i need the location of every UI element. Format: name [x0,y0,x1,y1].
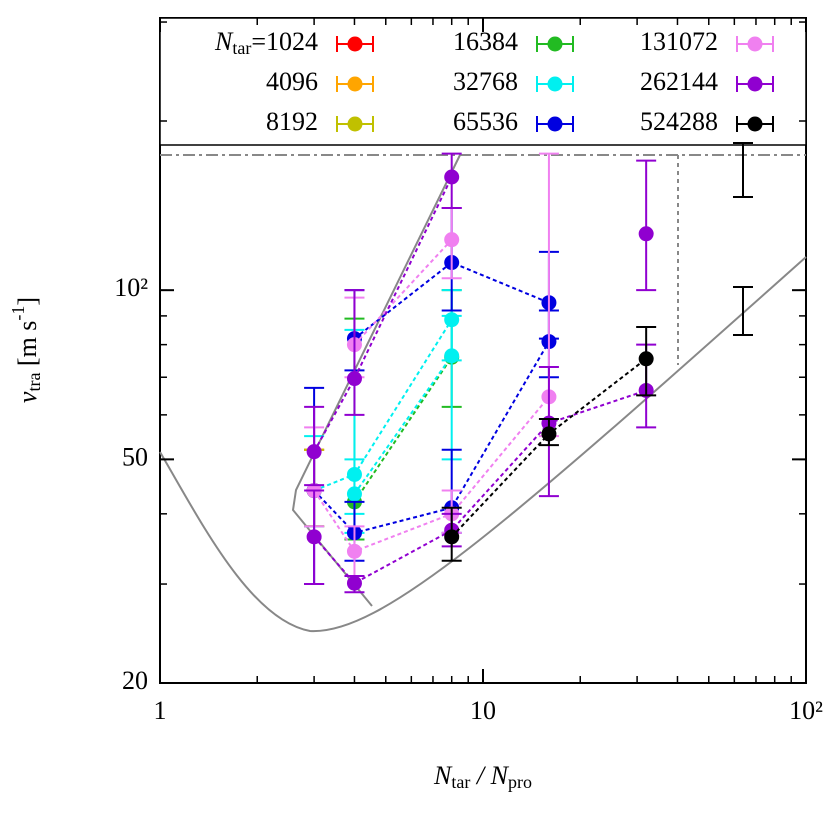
legend-label: 32768 [453,67,518,96]
y-axis-label: vtra [m s-1] [8,297,44,403]
model-curve [159,256,807,633]
legend-swatch [747,76,763,92]
x-tick-label: 1 [154,696,167,725]
error-bar [733,142,753,336]
data-point [638,351,654,367]
data-point [346,371,362,387]
legend-name: 16384 [453,27,518,56]
legend-name: 8192 [266,107,318,136]
legend-label: Ntar=1024 [214,27,318,58]
data-point [444,348,460,364]
data-point [346,575,362,591]
legend-name: 65536 [453,107,518,136]
legend-label: 524288 [640,107,718,136]
data-point [306,444,322,460]
legend-label: 8192 [266,107,318,136]
data-point [444,169,460,185]
data-point [346,486,362,502]
label-part: tra [24,373,44,392]
x-axis-label: Ntar / Npro [433,761,532,792]
series-line [313,261,550,534]
x-tick-label: 10² [789,696,823,725]
legend-swatch [347,76,363,92]
legend-swatch [547,116,563,132]
legend-name: 4096 [266,67,318,96]
data-point [346,543,362,559]
x-tick-label: 10 [470,696,496,725]
data-point [638,226,654,242]
series-line [313,238,550,553]
legend-name: 131072 [640,27,718,56]
series-line [313,176,647,585]
label-part: pro [508,772,532,792]
legend-swatch [547,76,563,92]
error-bar [441,314,462,461]
label-part: tar [451,772,470,792]
legend-label: 262144 [640,67,718,96]
legend-swatch [747,36,763,52]
data-point [444,529,460,545]
legend-prefix: N [214,27,234,56]
data-point [444,232,460,248]
legend-name: 262144 [640,67,718,96]
label-part: N [433,761,453,790]
error-bar [636,159,657,292]
y-tick-label: 10² [114,273,148,302]
legend-swatch [347,36,363,52]
label-part: [m s [13,321,42,373]
legend-name: 32768 [453,67,518,96]
legend-swatch [347,116,363,132]
label-part: ] [13,297,42,306]
legend-swatch [747,116,763,132]
data-point [541,426,557,442]
legend-label: 131072 [640,27,718,56]
series-line [313,319,453,495]
legend-name: 524288 [640,107,718,136]
data-point [306,529,322,545]
label-part: -1 [8,306,28,321]
legend-swatch [547,36,563,52]
legend-label: 4096 [266,67,318,96]
legend-name: 1024 [266,27,318,56]
label-part: v [13,391,42,403]
series-line [353,356,453,503]
y-tick-label: 20 [122,666,148,695]
legend-label: 16384 [453,27,518,56]
y-tick-label: 50 [122,442,148,471]
legend-label: 65536 [453,107,518,136]
legend-prefix: = [251,27,266,56]
error-bar [344,289,365,416]
label-part: / N [470,761,509,790]
legend-prefix: tar [232,38,251,58]
